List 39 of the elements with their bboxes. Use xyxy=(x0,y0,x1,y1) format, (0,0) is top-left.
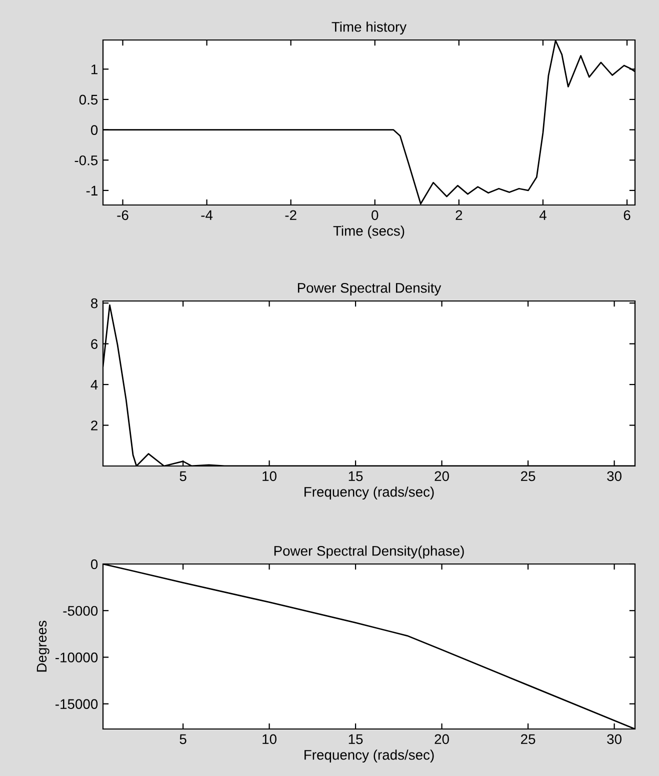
y-tick-label: 4 xyxy=(90,380,98,390)
x-tick-label: 30 xyxy=(607,471,622,482)
x-tick-label: -6 xyxy=(117,210,128,220)
y-axis-title: Degrees xyxy=(36,620,50,672)
x-tick-label: 15 xyxy=(348,734,363,744)
x-tick-label: 4 xyxy=(539,210,546,220)
x-tick-label: 15 xyxy=(348,471,363,482)
chart-title: Power Spectral Density xyxy=(298,282,442,296)
y-tick-label: -15000 xyxy=(56,699,98,709)
x-tick-label: 10 xyxy=(262,471,276,482)
x-tick-label: -2 xyxy=(285,210,296,220)
y-tick-label: -0.5 xyxy=(74,155,98,166)
x-tick-label: 2 xyxy=(456,210,462,220)
x-axis-title: Time (secs) xyxy=(333,226,404,239)
y-tick-label: 0.5 xyxy=(79,94,98,105)
x-tick-label: 20 xyxy=(434,471,449,482)
y-tick-label: -5000 xyxy=(63,606,98,616)
x-tick-label: 6 xyxy=(624,210,630,220)
x-tick-label: 0 xyxy=(372,210,378,220)
chart-title: Power Spectral Density(phase) xyxy=(274,546,464,559)
x-axis-title: Frequency (rads/sec) xyxy=(304,486,434,500)
y-tick-label: 0 xyxy=(90,559,98,570)
x-tick-label: 5 xyxy=(180,734,186,744)
x-tick-label: 10 xyxy=(262,734,276,744)
y-tick-label: 8 xyxy=(91,298,98,308)
y-tick-label: -1 xyxy=(86,186,98,196)
x-tick-label: 25 xyxy=(521,471,536,482)
y-tick-label: 0 xyxy=(90,125,98,135)
y-tick-label: 6 xyxy=(91,339,98,349)
x-tick-label: -4 xyxy=(201,210,213,220)
x-tick-label: 20 xyxy=(434,734,449,744)
x-tick-label: 25 xyxy=(521,734,536,744)
x-tick-label: 30 xyxy=(607,734,622,744)
y-tick-label: -10000 xyxy=(56,652,98,662)
y-tick-label: 1 xyxy=(91,64,98,74)
x-axis-title: Frequency (rads/sec) xyxy=(304,750,434,763)
x-tick-label: 5 xyxy=(180,471,186,482)
y-tick-label: 2 xyxy=(91,420,98,430)
chart-title: Time history xyxy=(332,22,407,35)
